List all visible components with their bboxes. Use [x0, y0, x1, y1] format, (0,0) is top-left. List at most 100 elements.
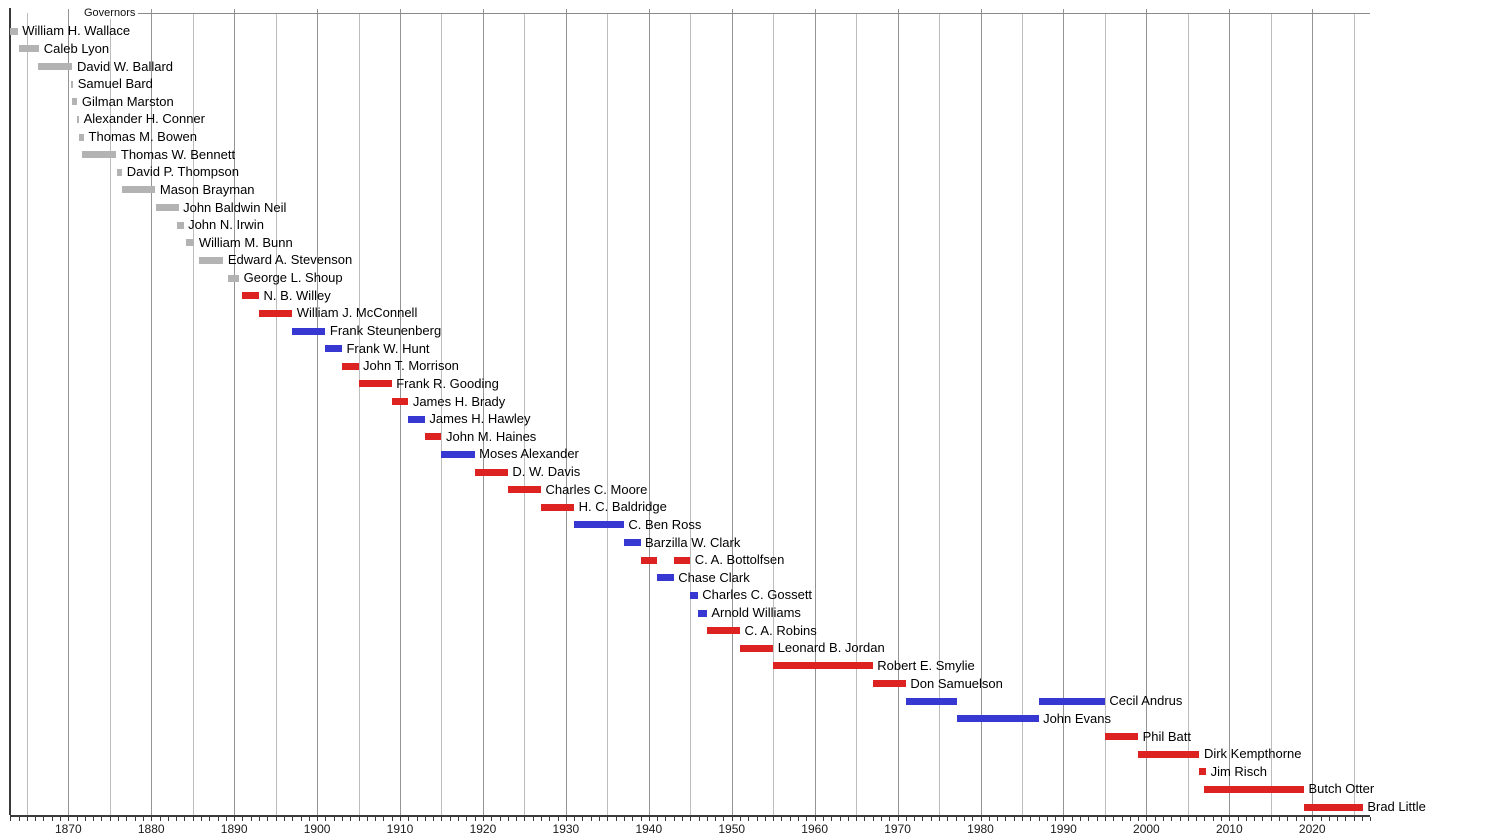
year-tick [433, 817, 435, 821]
year-tick [159, 817, 161, 821]
year-tick [60, 817, 61, 821]
governor-label: Cecil Andrus [1109, 693, 1183, 709]
year-tick [582, 817, 584, 821]
year-tick [756, 817, 758, 821]
gridline [275, 13, 277, 815]
governor-label: Alexander H. Conner [83, 111, 205, 127]
year-tick [1312, 817, 1314, 821]
year-tick [839, 817, 841, 821]
year-tick [466, 817, 468, 821]
governor-label: Chase Clark [678, 569, 750, 585]
governor-bar [1198, 768, 1207, 776]
governor-bar [122, 186, 156, 194]
year-tick [308, 817, 310, 821]
year-tick [1129, 817, 1131, 821]
x-axis-tick-label: 1970 [884, 822, 911, 836]
year-tick [93, 817, 95, 821]
governor-bar [690, 591, 698, 599]
governor-bar [259, 309, 293, 317]
governor-label: John Evans [1043, 710, 1112, 726]
year-tick [375, 817, 377, 821]
gridline [856, 13, 858, 815]
year-tick [1030, 817, 1032, 821]
x-axis-tick-label: 1880 [137, 822, 165, 836]
gridline [1021, 13, 1023, 815]
governor-label: Leonard B. Jordan [777, 640, 885, 656]
year-tick [822, 817, 824, 821]
governor-bar [358, 380, 392, 388]
gridline [400, 9, 402, 815]
year-tick [400, 817, 402, 821]
governor-label: Mason Brayman [159, 181, 255, 197]
gridline [26, 13, 28, 815]
governor-label: C. A. Bottolfsen [694, 552, 785, 568]
gridline [648, 9, 650, 815]
year-tick [1270, 817, 1272, 821]
year-tick [607, 817, 609, 821]
year-tick [930, 817, 932, 821]
year-tick [1204, 817, 1206, 821]
governor-label: Don Samuelson [910, 675, 1003, 691]
year-tick [1071, 817, 1073, 821]
gridline [939, 13, 941, 815]
governor-bar [441, 450, 475, 458]
gridline [109, 13, 111, 815]
chart-title: Governors [84, 7, 139, 19]
year-tick [51, 817, 53, 821]
gridline [1187, 13, 1189, 815]
year-tick [731, 817, 733, 821]
year-tick [317, 817, 319, 821]
year-tick [1262, 817, 1264, 821]
year-tick [1287, 817, 1289, 821]
year-tick [740, 817, 742, 821]
year-tick [126, 817, 128, 821]
governor-bar [19, 45, 40, 53]
year-tick [358, 817, 360, 821]
x-axis-tick-label: 1980 [967, 822, 994, 836]
x-axis-tick-label: 1960 [801, 822, 829, 836]
year-tick [341, 817, 343, 821]
governor-label: George L. Shoup [243, 270, 343, 286]
governor-bar [706, 627, 741, 635]
governor-label: Frank Steunenberg [329, 323, 442, 338]
governor-label: Jim Risch [1210, 763, 1267, 779]
gridline [1312, 9, 1314, 815]
governor-bar [623, 539, 641, 547]
year-tick [897, 817, 899, 821]
year-tick [200, 817, 202, 821]
governor-bar [673, 556, 691, 564]
year-tick [532, 817, 534, 821]
governor-bar [341, 362, 359, 370]
governor-label: D. W. Davis [512, 464, 581, 480]
year-tick [1237, 817, 1239, 821]
year-tick [914, 817, 916, 821]
year-tick [1021, 817, 1023, 821]
year-tick [856, 817, 858, 821]
governor-bar [740, 644, 774, 652]
year-tick [259, 817, 261, 821]
year-tick [648, 817, 650, 821]
gridline [358, 13, 360, 815]
governor-label: Barzilla W. Clark [645, 534, 741, 550]
year-tick [1121, 817, 1123, 821]
gridline [441, 13, 443, 815]
year-tick [715, 817, 717, 821]
year-tick [1337, 817, 1339, 821]
year-tick [18, 817, 20, 821]
year-tick [723, 817, 725, 821]
year-tick [242, 817, 244, 821]
x-axis-tick-label: 1900 [303, 822, 331, 836]
governor-bar [1204, 785, 1304, 793]
year-tick [217, 817, 219, 821]
governor-label: Gilman Marston [81, 93, 174, 109]
year-tick [1345, 817, 1347, 821]
year-tick [623, 817, 625, 821]
year-tick [1113, 817, 1115, 821]
governor-label: James H. Hawley [429, 411, 531, 427]
gridline [524, 13, 526, 815]
governor-label: Dirk Kempthorne [1203, 746, 1302, 762]
year-tick [789, 817, 791, 821]
year-tick [881, 817, 882, 821]
year-tick [698, 817, 700, 821]
year-tick [275, 817, 277, 821]
